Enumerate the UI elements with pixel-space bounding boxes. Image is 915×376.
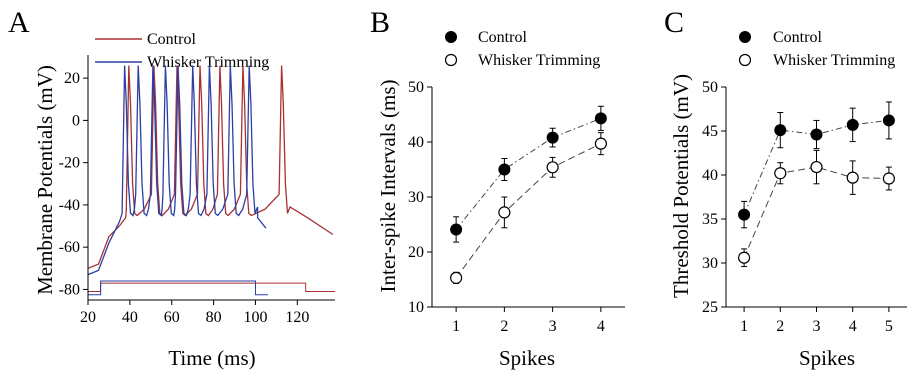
panel-c-point-whisker — [882, 172, 896, 185]
panel-c-x-tick-label: 1 — [740, 318, 748, 335]
panel-a-y-tick-label: -60 — [59, 239, 80, 256]
panel-c-line-control — [743, 119, 889, 215]
panel-c-point-control — [810, 128, 823, 141]
panel-c-line-whisker — [743, 166, 889, 258]
panel-a: A Control Whisker Trimming 20 40 60 80 100 12… — [8, 6, 335, 370]
panel-c-y-tick-label: 50 — [702, 79, 718, 96]
panel-c-legend-control-marker — [739, 31, 751, 43]
panel-c-x-tick-label: 5 — [885, 318, 893, 335]
panel-c-point-control — [774, 124, 787, 137]
panel-a-axes: 20 40 60 80 100 120 -80 -60 -40 -20 0 20 — [59, 55, 335, 326]
panel-a-x-tick-label: 120 — [285, 309, 309, 326]
panel-letter-c: C — [664, 6, 684, 39]
panel-c-y-tick-label: 40 — [702, 167, 718, 184]
panel-a-x-tick-label: 60 — [164, 309, 180, 326]
panel-a-trace-control — [87, 65, 334, 269]
panel-a-ylabel: Membrane Potentials (mV) — [33, 65, 57, 295]
panel-a-y-tick-label: -80 — [59, 281, 80, 298]
panel-b-point-whisker — [546, 161, 559, 174]
panel-a-x-tick-label: 40 — [122, 309, 138, 326]
panel-c-xlabel: Spikes — [799, 346, 855, 370]
panel-letter-a: A — [8, 6, 30, 39]
panel-c-legend-whisker-marker — [738, 53, 752, 67]
panel-c-y-tick-label: 25 — [702, 299, 718, 316]
panel-b-point-whisker — [450, 271, 463, 284]
panel-c-point-control — [846, 118, 859, 131]
panel-b: B Control Whisker Trimming 1 2 3 4 10 20 30 40 5… — [370, 6, 625, 370]
panel-b-legend-control: Control — [478, 29, 527, 46]
panel-b-plot: 1 2 3 4 10 20 30 40 50 — [408, 79, 625, 335]
panel-a-y-tick-label: -40 — [59, 197, 80, 214]
panel-b-x-tick-label: 1 — [452, 318, 460, 335]
panel-b-point-control — [594, 112, 607, 125]
panel-b-legend-control-marker — [445, 31, 457, 43]
panel-b-y-tick-label: 50 — [408, 79, 424, 96]
panel-b-point-control — [546, 131, 559, 144]
panel-c-x-tick-label: 2 — [776, 318, 784, 335]
panel-c-point-whisker — [810, 160, 823, 174]
panel-c-y-tick-label: 30 — [702, 255, 718, 272]
panel-a-x-tick-label: 100 — [243, 309, 267, 326]
panel-a-traces — [87, 65, 335, 296]
panel-c-x-tick-label: 3 — [813, 318, 821, 335]
panel-a-y-tick-label: 20 — [64, 70, 80, 87]
panel-a-legend-control: Control — [147, 31, 196, 48]
panel-c-point-whisker — [846, 171, 859, 184]
panel-c-x-tick-label: 4 — [849, 318, 857, 335]
panel-b-x-tick-label: 2 — [500, 318, 508, 335]
panel-b-point-whisker — [594, 137, 607, 150]
panel-a-x-tick-label: 80 — [206, 309, 222, 326]
panel-b-y-tick-label: 20 — [408, 244, 424, 261]
panel-c-point-control — [738, 208, 751, 221]
panel-b-line-control — [455, 117, 602, 230]
panel-b-x-tick-label: 3 — [549, 318, 557, 335]
panel-b-xlabel: Spikes — [499, 346, 555, 370]
panel-c-legend-whisker: Whisker Trimming — [773, 52, 895, 69]
panel-a-trace-whisker — [87, 65, 267, 276]
panel-a-xlabel: Time (ms) — [168, 346, 255, 370]
panel-c-ylabel: Threshold Potentials (mV) — [669, 74, 693, 298]
panel-c-point-control — [882, 114, 895, 127]
panel-c: C Control Whisker Trimming 1 2 3 4 525303540… — [664, 6, 907, 370]
panel-b-legend-whisker-marker — [444, 53, 458, 67]
panel-c-point-whisker — [737, 251, 751, 264]
panel-b-y-tick-label: 10 — [408, 299, 424, 316]
panel-c-legend-control: Control — [773, 29, 822, 46]
panel-c-point-whisker — [774, 167, 787, 180]
panel-b-ylabel: Inter-spike Intervals (ms) — [376, 79, 400, 292]
panel-a-step-control — [88, 282, 335, 292]
panel-a-step-whisker — [88, 280, 268, 296]
panel-a-y-tick-label: 0 — [72, 112, 80, 129]
panel-a-y-tick-label: -20 — [59, 155, 80, 172]
panel-b-y-tick-label: 40 — [408, 134, 424, 151]
panel-b-point-control — [498, 163, 511, 176]
panel-b-legend-whisker: Whisker Trimming — [478, 52, 600, 69]
panel-b-point-whisker — [498, 206, 511, 219]
panel-c-y-tick-label: 35 — [702, 211, 718, 228]
panel-b-line-whisker — [455, 143, 602, 279]
panel-b-y-tick-label: 30 — [408, 189, 424, 206]
panel-c-y-tick-label: 45 — [702, 123, 718, 140]
panel-letter-b: B — [370, 6, 390, 39]
panel-a-x-tick-label: 20 — [80, 309, 96, 326]
panel-b-point-control — [450, 223, 463, 236]
panel-b-x-tick-label: 4 — [597, 318, 605, 335]
